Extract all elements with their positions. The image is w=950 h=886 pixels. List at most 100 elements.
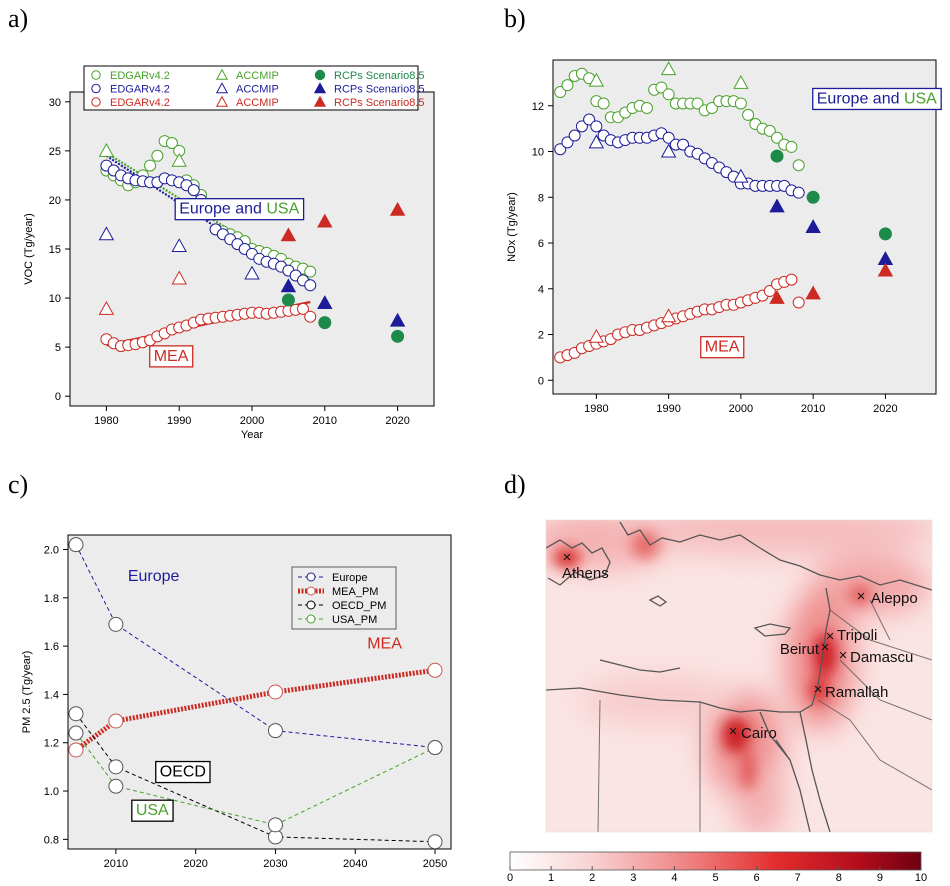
data-point [662,88,675,101]
data-point [734,97,747,110]
annotation-box [174,198,305,221]
annotation-part: USA [266,201,299,218]
x-tick-label: 2020 [873,403,897,415]
series-line [75,732,436,826]
data-point [660,61,677,76]
y-tick-label: 1.4 [44,689,59,701]
data-point [427,740,443,756]
data-point [389,201,406,216]
y-tick-label: 1.8 [44,593,59,605]
annotation-box [149,345,194,368]
data-point [304,279,317,292]
borders [597,599,932,832]
data-point [108,616,124,632]
y-tick-label: 0.8 [44,834,59,846]
y-axis-label: VOC (Tg/year) [23,213,35,285]
data-point [151,149,164,162]
data-point [763,285,776,298]
panel-label-b: b) [504,4,526,33]
legend-label: RCPs Scenario8.5 [334,70,425,82]
data-point [806,190,820,204]
data-point [554,86,567,99]
data-point [792,159,805,172]
plot-area [67,534,452,850]
data-point [108,778,124,794]
legend-marker [313,95,327,107]
annotation-part: USA [904,90,937,107]
city-tripoli: × Tripoli [826,627,878,645]
city-marker: × [563,549,572,566]
data-point [568,129,581,142]
legend-label: ACCMIP [236,97,279,109]
data-point [691,97,704,110]
colorbar-tick-label: 10 [915,872,927,884]
city-beirut: ×Beirut [780,639,830,658]
x-tick-label: 1980 [584,403,608,415]
data-point [267,723,283,739]
annotation-part: OECD [160,764,206,781]
y-tick-label: 1.0 [44,786,59,798]
legend-label: ACCMIP [236,70,279,82]
annotation-part: Europe and [817,90,904,107]
colorbar-ticks: 0 1 2 3 4 5 6 7 8 9 10 [507,866,927,884]
city-marker: × [857,588,866,605]
data-point [304,265,317,278]
data-point [770,149,784,163]
hotspots [553,531,872,790]
city-label: Athens [562,565,609,582]
data-point [785,140,798,153]
x-tick-label: 2050 [423,858,447,870]
y-tick-label: 0 [55,391,61,403]
city-damascu: × Damascu [839,647,914,666]
data-point [108,713,124,729]
data-point [597,97,610,110]
colorbar-tick-label: 9 [877,872,883,884]
data-point [427,662,443,678]
legend-marker [215,82,229,94]
data-point [640,102,653,115]
data-point [590,120,603,133]
legend-label: RCPs Scenario8.5 [334,84,425,96]
x-tick-label: 2010 [313,415,337,427]
data-point [660,308,677,323]
data-point [805,285,821,300]
y-tick-label: 10 [532,147,544,159]
legend-marker [306,600,316,610]
city-labels: ×Athens× Aleppo× Tripoli×Beirut × Damascu× Ra… [562,549,918,742]
data-point [171,238,187,253]
colorbar-tick-label: 0 [507,872,513,884]
data-point [561,136,574,149]
x-tick-label: 2020 [385,415,409,427]
data-point [171,152,187,167]
data-point [144,159,157,172]
annotation-part: USA [136,802,169,819]
data-point [588,72,605,87]
city-label: Tripoli [837,627,877,644]
data-point [705,102,718,115]
data-point [280,227,297,242]
data-point [318,316,332,330]
colorbar-tick-label: 3 [630,872,636,884]
data-point [805,219,821,233]
y-tick-label: 4 [538,284,544,296]
data-point [588,328,605,343]
data-point [733,74,749,89]
data-point [554,143,567,156]
legend-marker [91,97,101,107]
annotation-part: Europe and [179,201,266,218]
y-tick-label: 5 [55,342,61,354]
y-tick-label: 6 [538,238,544,250]
data-point [108,759,124,775]
city-athens: ×Athens [562,549,609,582]
data-point [878,227,892,241]
legend-label: EDGARv4.2 [110,97,170,109]
annotation: Europe [128,568,180,585]
y-tick-label: 1.2 [44,738,59,750]
legend-box [291,566,397,630]
data-point [655,81,668,94]
annotation-box [131,799,174,822]
data-point [785,273,798,286]
